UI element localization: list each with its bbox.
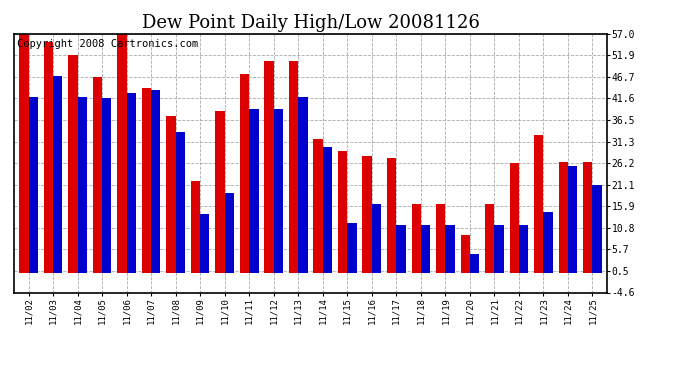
Bar [445,225,455,273]
Bar [510,163,519,273]
Bar [176,132,185,273]
Bar [534,135,544,273]
Bar [166,116,176,273]
Bar [191,181,200,273]
Bar [396,225,406,273]
Bar [460,236,470,273]
Bar [436,204,445,273]
Bar [117,34,126,273]
Bar [298,97,308,273]
Bar [470,254,479,273]
Bar [215,111,225,273]
Bar [68,55,77,273]
Bar [142,88,151,273]
Bar [411,204,421,273]
Bar [126,93,136,273]
Bar [225,194,234,273]
Bar [19,34,28,273]
Bar [53,76,62,273]
Bar [200,214,210,273]
Bar [274,110,283,273]
Bar [289,61,298,273]
Bar [485,204,495,273]
Bar [264,61,274,273]
Text: Copyright 2008 Cartronics.com: Copyright 2008 Cartronics.com [17,39,198,49]
Bar [92,77,102,273]
Bar [519,225,529,273]
Bar [568,166,578,273]
Bar [495,225,504,273]
Bar [313,139,323,273]
Title: Dew Point Daily High/Low 20081126: Dew Point Daily High/Low 20081126 [141,14,480,32]
Bar [583,162,593,273]
Bar [151,90,161,273]
Bar [347,223,357,273]
Bar [43,42,53,273]
Bar [240,74,249,273]
Bar [102,99,111,273]
Bar [544,212,553,273]
Bar [28,97,38,273]
Bar [362,156,372,273]
Bar [323,147,332,273]
Bar [77,97,87,273]
Bar [421,225,430,273]
Bar [338,152,347,273]
Bar [249,110,259,273]
Bar [593,185,602,273]
Bar [387,158,396,273]
Bar [559,162,568,273]
Bar [372,204,381,273]
